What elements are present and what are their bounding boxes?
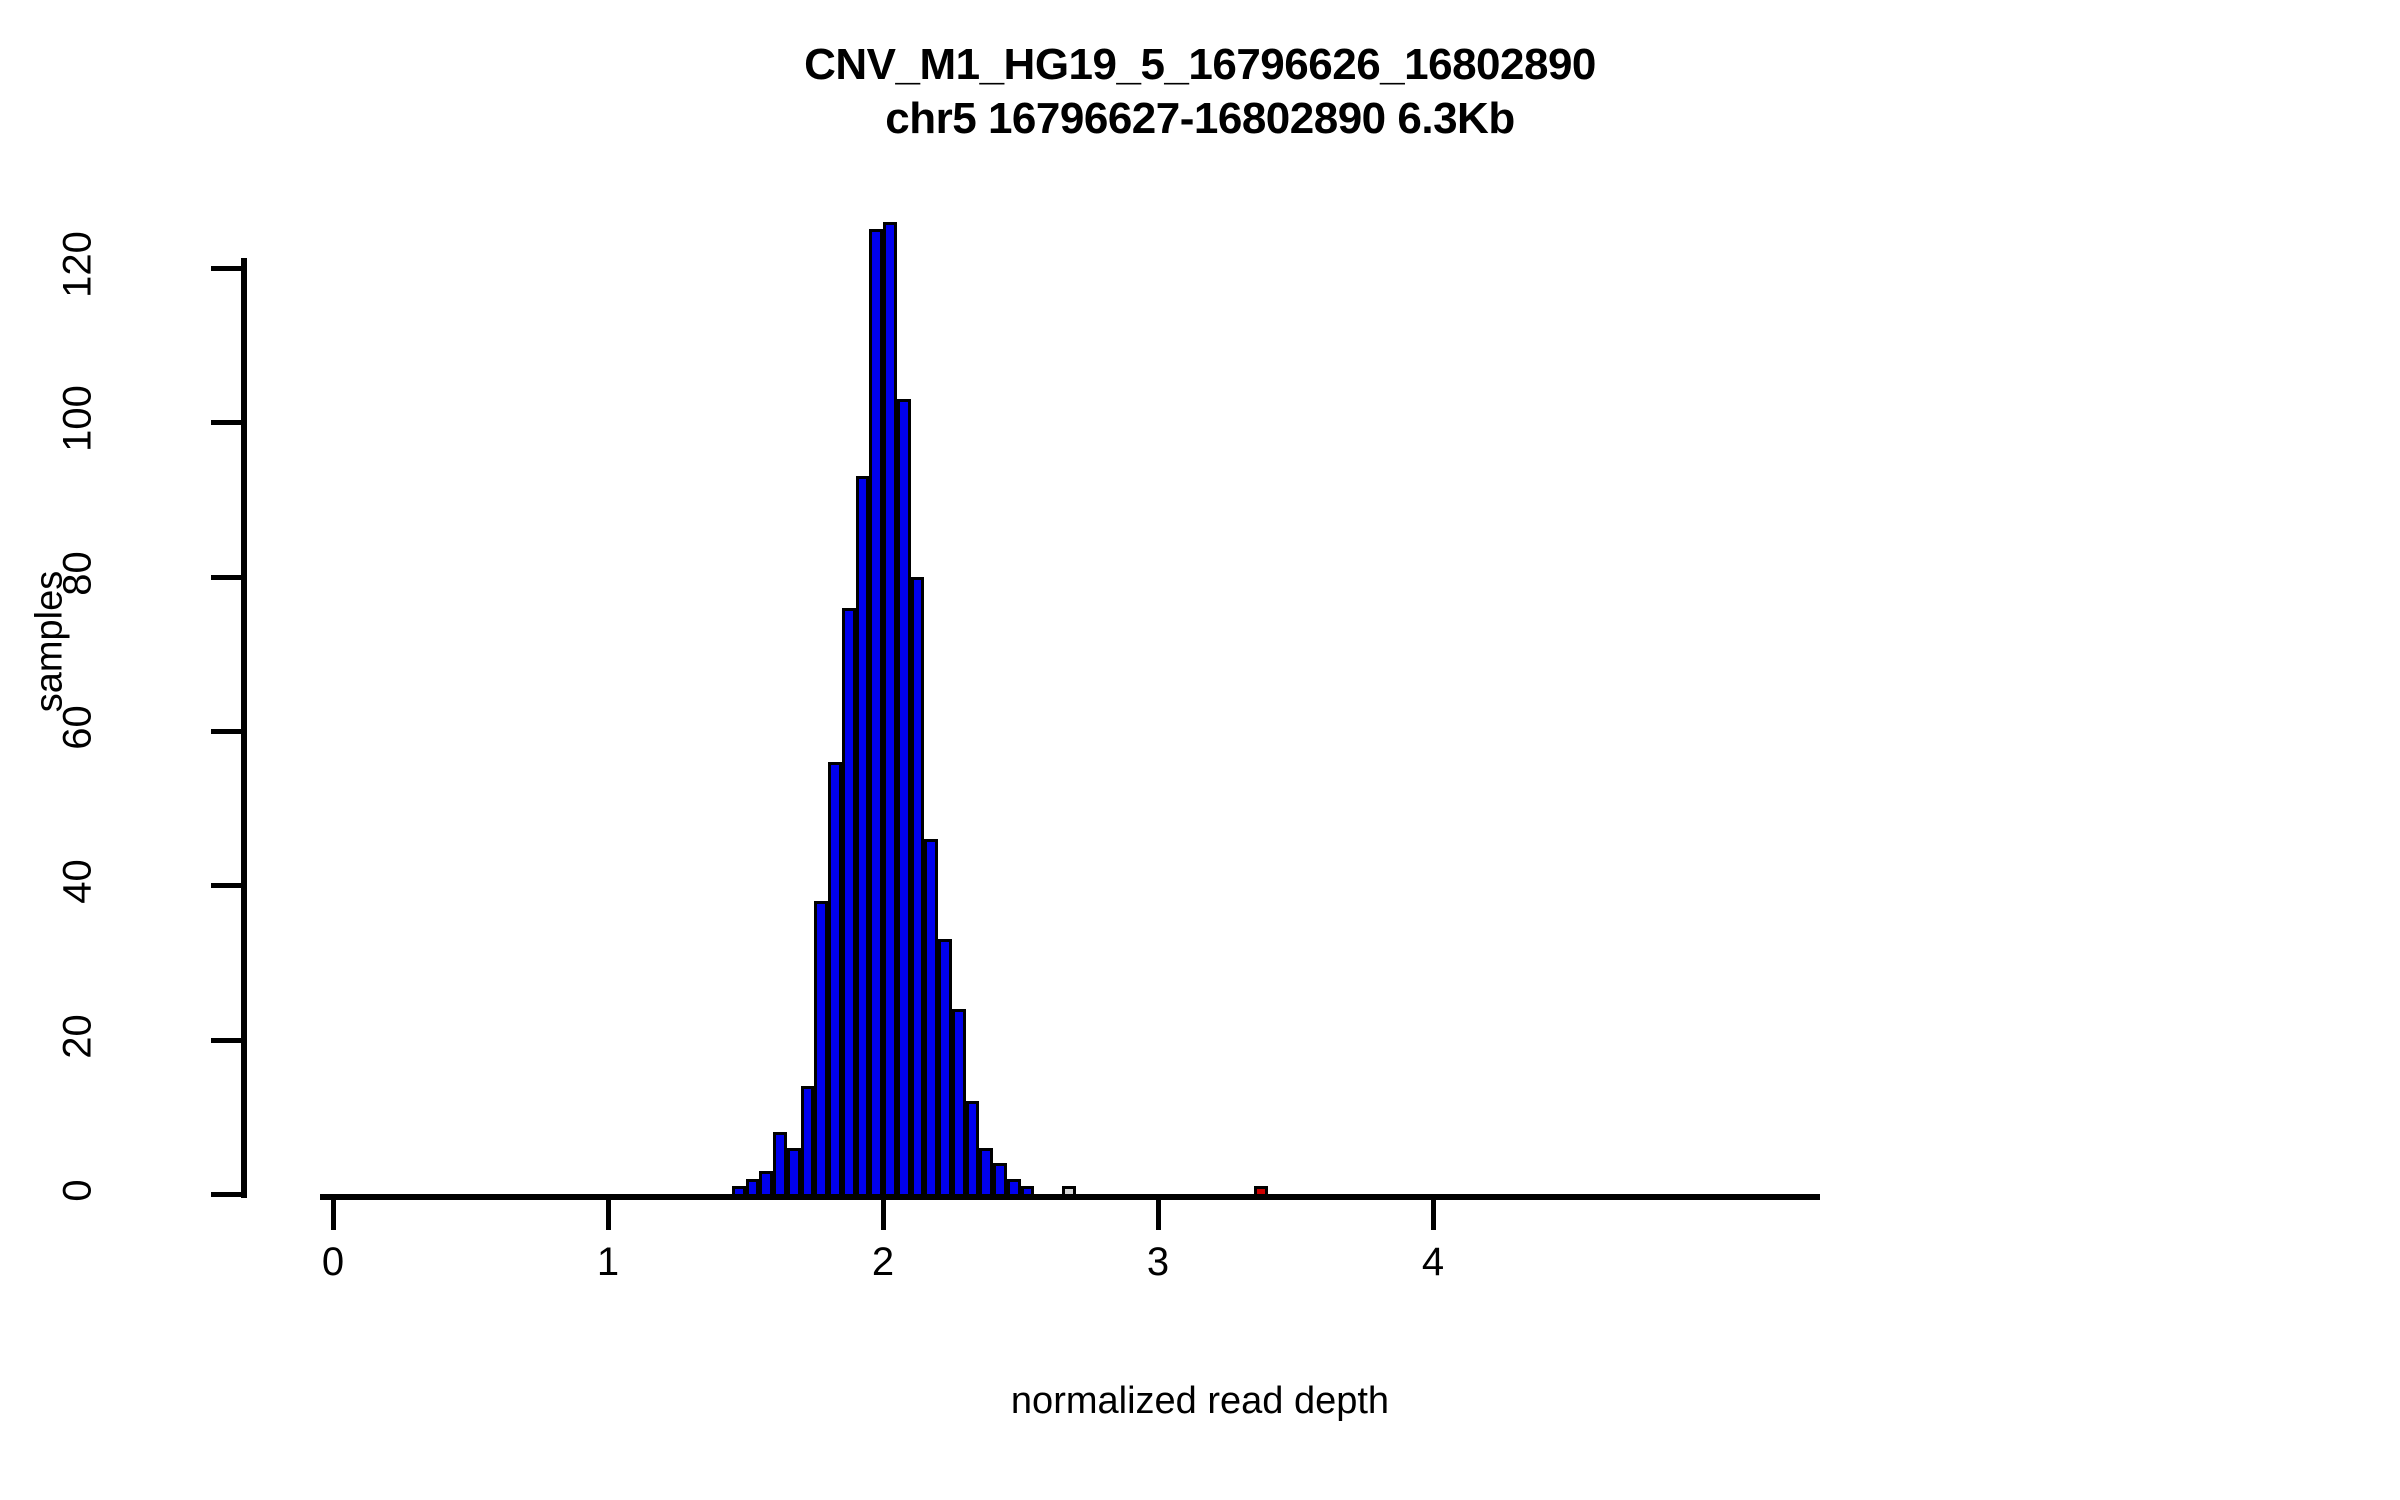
y-tick-0 — [211, 1192, 241, 1197]
histogram-bar — [951, 1008, 966, 1197]
y-tick-120 — [211, 266, 241, 271]
y-axis-line — [241, 258, 247, 1198]
histogram-bar — [883, 221, 897, 1197]
histogram-bar — [869, 229, 883, 1197]
x-tick-2 — [881, 1200, 886, 1230]
histogram-bar — [1006, 1178, 1021, 1197]
histogram-bar — [814, 900, 828, 1197]
histogram-bar — [924, 839, 938, 1197]
histogram-bar — [1254, 1186, 1268, 1197]
y-tick-20 — [211, 1037, 241, 1043]
histogram-bar — [731, 1186, 746, 1197]
histogram-bar — [855, 476, 870, 1197]
histogram-bar — [965, 1101, 980, 1197]
histogram-bar — [759, 1170, 773, 1197]
y-tick-40 — [211, 883, 241, 889]
histogram-bar — [841, 607, 856, 1197]
x-tick-label-2: 2 — [871, 1240, 895, 1284]
histogram-bar — [910, 576, 925, 1197]
x-axis-label: normalized read depth — [1010, 1380, 1390, 1422]
histogram-bar — [773, 1132, 787, 1197]
x-tick-4 — [1431, 1200, 1436, 1230]
x-tick-3 — [1156, 1200, 1161, 1230]
histogram-bar — [828, 761, 842, 1197]
y-tick-60 — [211, 729, 241, 734]
y-tick-100 — [211, 420, 241, 426]
histogram-bar — [979, 1147, 993, 1197]
histogram-bar — [1061, 1186, 1076, 1197]
x-tick-label-0: 0 — [321, 1240, 345, 1284]
histogram-bar — [993, 1163, 1007, 1197]
histogram-bar — [745, 1178, 760, 1197]
x-tick-label-3: 3 — [1146, 1240, 1170, 1284]
y-tick-80 — [211, 574, 241, 580]
histogram-bar — [896, 399, 911, 1197]
histogram-bar — [786, 1147, 801, 1197]
histogram-bar — [800, 1085, 815, 1197]
histogram-bar — [938, 939, 952, 1197]
histogram-bar — [1020, 1186, 1035, 1197]
x-tick-0 — [331, 1200, 336, 1230]
x-tick-label-1: 1 — [596, 1240, 620, 1284]
x-tick-1 — [606, 1200, 611, 1230]
x-axis-line — [320, 1194, 1820, 1200]
x-tick-label-4: 4 — [1421, 1240, 1445, 1284]
